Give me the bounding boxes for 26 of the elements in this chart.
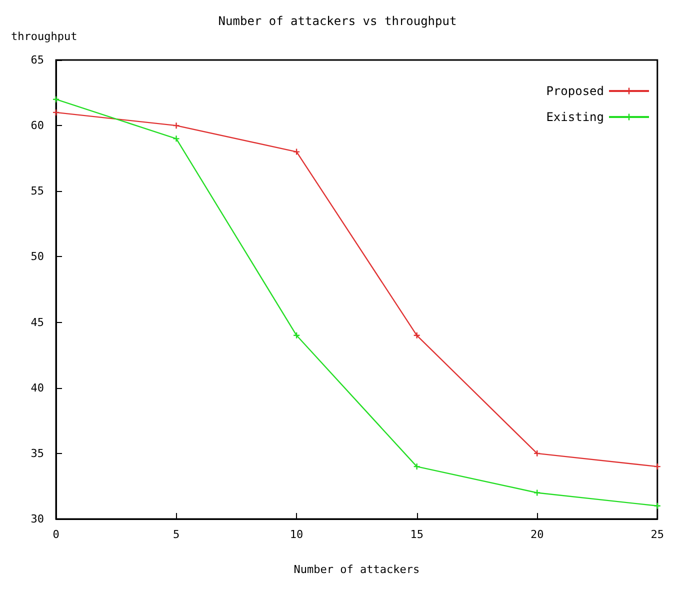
y-tick-label: 35 — [30, 446, 44, 460]
point — [414, 332, 420, 338]
x-tick-label: 5 — [172, 528, 180, 541]
x-tick-label: 25 — [650, 528, 664, 541]
chart-title: Number of attackers vs throughput — [218, 14, 457, 28]
y-axis-title: throughput — [11, 30, 78, 43]
x-tick-label: 15 — [410, 528, 424, 541]
x-tick-label: 20 — [530, 528, 544, 541]
legend-label: Proposed — [546, 84, 604, 98]
point — [173, 136, 180, 142]
point — [534, 490, 540, 496]
y-tick-label: 55 — [30, 184, 44, 198]
y-tick-label: 60 — [30, 119, 44, 132]
point — [173, 122, 180, 129]
point — [53, 96, 59, 102]
y-tick-label: 45 — [30, 316, 44, 329]
x-tick-label: 0 — [52, 528, 60, 541]
y-tick-label: 50 — [30, 250, 44, 264]
legend-label: Existing — [546, 110, 604, 124]
x-axis-title: Number of attackers — [294, 563, 420, 576]
x-tick-label: 10 — [290, 528, 304, 541]
point — [294, 148, 300, 155]
y-tick-label: 30 — [30, 512, 44, 526]
point — [414, 464, 420, 470]
y-tick-label: 40 — [30, 381, 44, 394]
y-tick-label: 65 — [30, 54, 44, 66]
